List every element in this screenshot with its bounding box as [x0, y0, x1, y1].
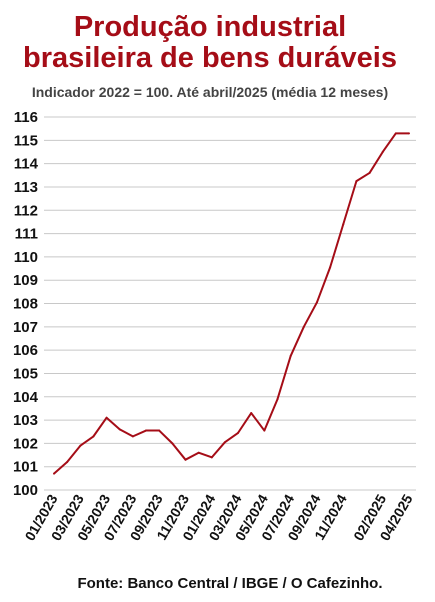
data-point — [158, 429, 161, 432]
y-tick-label: 108 — [13, 296, 38, 313]
data-point — [302, 325, 305, 328]
y-axis-ticks: 100 101 102 103 104 105 106 107 108 109 110 111 112 1… — [13, 109, 39, 499]
chart-title-line-2: brasileira de bens duráveis — [23, 42, 397, 74]
y-tick-label: 102 — [13, 435, 38, 452]
source-note: Fonte: Banco Central / IBGE / O Cafezinh… — [77, 575, 383, 592]
line-chart: 100 101 102 103 104 105 106 107 108 109 110 111 112 1… — [13, 109, 416, 543]
y-tick-label: 113 — [14, 179, 38, 196]
y-tick-label: 107 — [13, 319, 38, 336]
data-point — [276, 398, 279, 401]
y-tick-label: 115 — [14, 132, 38, 149]
data-point — [210, 456, 213, 459]
data-point — [263, 429, 266, 432]
data-point — [329, 266, 332, 269]
x-axis-ticks: 01/202303/202305/202307/202309/202311/20… — [21, 491, 415, 543]
y-tick-label: 110 — [14, 249, 38, 266]
y-tick-label: 105 — [13, 365, 38, 382]
data-point — [171, 442, 174, 445]
y-tick-label: 104 — [13, 389, 39, 406]
data-point — [118, 428, 121, 431]
data-point — [408, 132, 410, 135]
data-point — [250, 412, 253, 415]
data-point — [66, 461, 69, 464]
data-point — [131, 435, 134, 438]
y-tick-label: 101 — [13, 459, 38, 476]
y-tick-label: 111 — [15, 226, 38, 243]
y-tick-label: 112 — [14, 202, 38, 219]
data-point — [237, 431, 240, 434]
y-tick-label: 100 — [13, 482, 38, 499]
chart-title-line-1: Produção industrial — [73, 11, 347, 43]
chart-title: Produção industrial brasileira de bens d… — [0, 12, 420, 74]
data-point — [197, 451, 200, 454]
data-point — [394, 132, 397, 135]
data-point — [79, 444, 82, 447]
data-point — [184, 458, 187, 461]
data-point — [53, 472, 55, 475]
data-point — [342, 223, 345, 226]
gridlines — [44, 116, 416, 491]
data-point — [92, 435, 95, 438]
data-point — [368, 171, 371, 174]
data-point — [223, 441, 226, 444]
y-tick-label: 109 — [13, 272, 38, 289]
data-point — [315, 301, 318, 304]
series-line — [53, 132, 409, 475]
data-point — [381, 150, 384, 153]
chart-subtitle: Indicador 2022 = 100. Até abril/2025 (mé… — [31, 84, 389, 100]
data-point — [145, 429, 148, 432]
data-point — [289, 354, 292, 357]
y-tick-label: 114 — [14, 156, 39, 173]
y-tick-label: 103 — [13, 412, 38, 429]
y-tick-label: 116 — [14, 109, 38, 126]
y-tick-label: 106 — [13, 342, 38, 359]
data-point — [105, 416, 108, 419]
series-layer — [53, 132, 410, 475]
data-point — [355, 180, 358, 183]
